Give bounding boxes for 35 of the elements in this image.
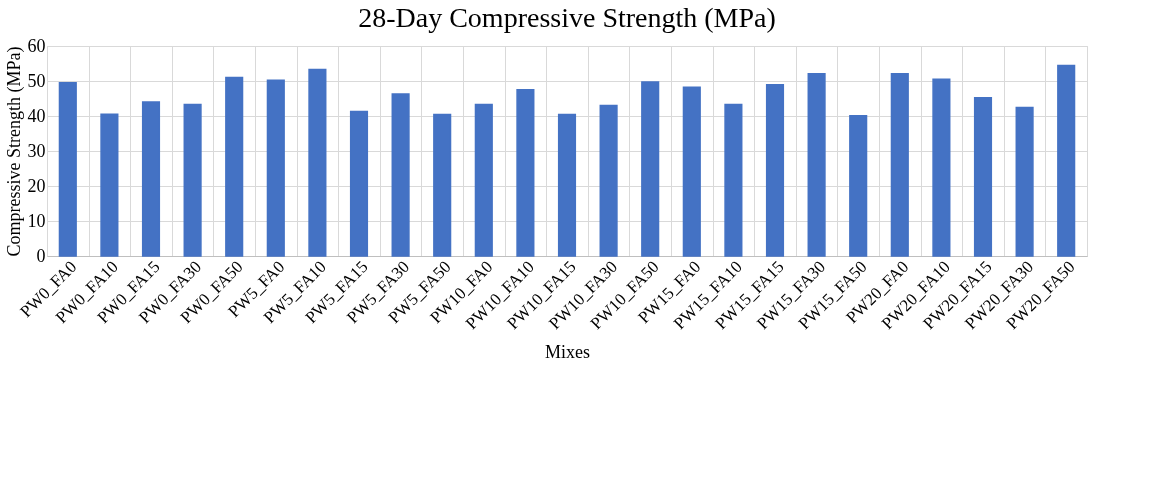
y-tick-label: 40: [27, 105, 46, 126]
y-tick-label: 20: [27, 175, 46, 196]
bar: [141, 101, 161, 257]
bar: [183, 103, 202, 257]
bar: [266, 79, 285, 257]
bar: [973, 97, 993, 257]
bar: [807, 72, 826, 257]
bar: [1015, 106, 1034, 257]
bar: [100, 113, 119, 257]
bar: [599, 104, 618, 257]
x-axis-title: Mixes: [545, 342, 590, 363]
y-tick-label: 30: [27, 140, 46, 161]
bar: [890, 72, 909, 257]
bar: [765, 84, 785, 257]
y-tick-label: 10: [27, 210, 46, 231]
bar: [308, 68, 327, 257]
bar: [391, 93, 410, 257]
chart-title: 28-Day Compressive Strength (MPa): [358, 2, 776, 33]
bar: [849, 114, 868, 257]
bar: [1057, 64, 1076, 257]
y-tick-label: 60: [27, 35, 46, 56]
bar: [474, 103, 493, 257]
bar: [641, 81, 660, 257]
bar: [516, 89, 535, 257]
y-axis-title: Compressive Strength (MPa): [3, 46, 25, 257]
bar: [433, 113, 452, 257]
bar: [225, 76, 244, 257]
bar: [58, 82, 77, 257]
bar: [724, 103, 743, 257]
y-tick-label: 50: [27, 70, 46, 91]
bar: [682, 86, 701, 257]
bar: [349, 110, 369, 257]
bar: [932, 78, 951, 257]
bar: [557, 113, 577, 257]
y-tick-label: 0: [36, 245, 46, 266]
